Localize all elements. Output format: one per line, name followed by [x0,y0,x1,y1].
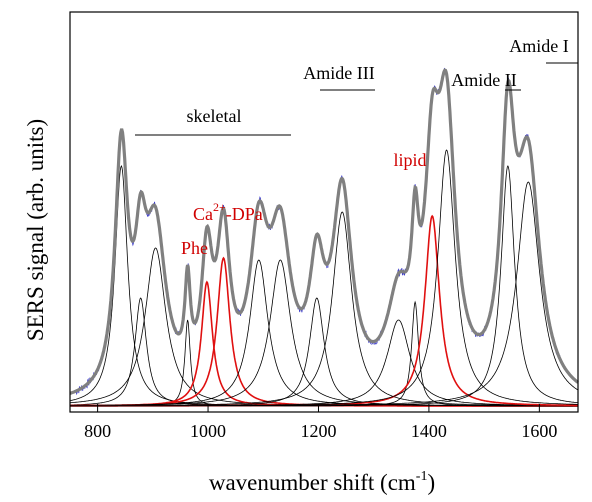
x-tick-label: 1600 [521,421,557,441]
annotation-amide-iii: Amide III [303,63,374,83]
x-axis-label-close: ) [427,470,435,495]
y-axis-label: SERS signal (arb. units) [23,119,48,341]
annotation-amide-ii: Amide II [451,70,516,90]
fit-component [70,319,578,407]
annotation-phe: Phe [181,238,208,258]
fit-component [70,181,579,407]
annotation-ca-dpa-rest: -DPa [226,204,263,224]
x-axis-label-superscript: -1 [416,469,428,484]
fit-component [70,211,578,406]
fit-component-highlight [70,256,578,407]
raw-spectrum-layer [75,67,562,396]
fit-component [70,297,578,407]
fit-envelope-line [69,68,579,395]
fit-component [70,300,578,407]
fit-components-layer [69,149,579,407]
fit-component [70,247,578,407]
fit-component [70,259,578,407]
fit-envelope-layer [69,68,579,395]
fit-component [70,297,578,407]
fit-component [70,259,578,407]
x-tick-label: 800 [84,421,111,441]
annotation-amide-i: Amide I [509,36,568,56]
annotation-lipid: lipid [393,150,426,170]
fit-component [70,319,578,407]
x-tick-label: 1400 [411,421,447,441]
fit-component-highlight [70,280,578,407]
annotation-ca-dpa: Ca2+-DPa [193,200,263,224]
raw-spectrum-line [75,67,562,396]
x-tick-label: 1200 [300,421,336,441]
annotation-ca-dpa-superscript: 2+ [213,200,226,214]
annotation-skeletal: skeletal [187,106,242,126]
annotation-ca-dpa-main: Ca [193,204,213,224]
x-tick-label: 1000 [190,421,226,441]
x-axis-ticks: 800 1000 1200 1400 1600 [84,404,557,441]
plot-frame [69,11,579,413]
x-axis-label-text: wavenumber shift (cm [209,470,416,495]
x-axis-label: wavenumber shift (cm-1) [209,469,435,495]
